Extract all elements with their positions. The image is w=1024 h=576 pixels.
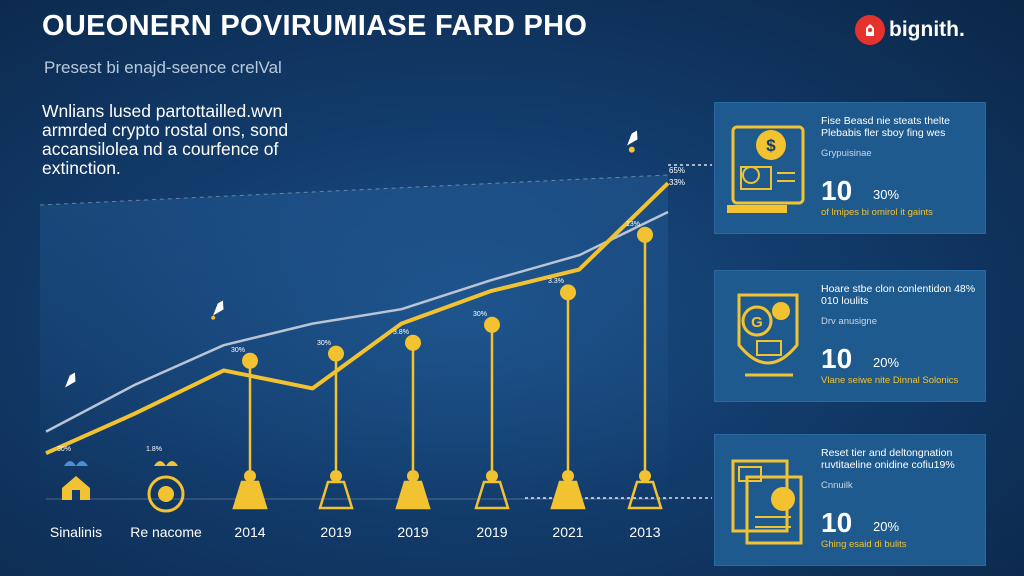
x-tick-label: 2019 — [397, 524, 429, 540]
x-tick-label: Sinalinis — [49, 524, 103, 540]
x-tick-label: 2019 — [320, 524, 352, 540]
x-tick-label: 2013 — [629, 524, 661, 540]
card-figure: 10 — [821, 507, 853, 538]
page-title: OUEONERN POVIRUMIASE FARD PHO — [42, 10, 588, 42]
series-lines — [45, 181, 670, 456]
value-label: 30% — [230, 346, 246, 354]
end-label: 33% — [668, 178, 686, 187]
value-label: 3.3% — [548, 278, 564, 286]
card-percent: 20% — [873, 355, 900, 370]
chart-backdrop — [40, 175, 668, 500]
intro-line: extinction. — [42, 158, 121, 178]
series-line-1 — [45, 181, 670, 456]
category-icon — [550, 470, 586, 510]
category-icon — [474, 470, 510, 510]
svg-text:$: $ — [766, 136, 776, 155]
category-icon — [318, 470, 354, 510]
stem-dot — [242, 352, 258, 369]
x-tick-label: 2014 — [234, 524, 266, 540]
card-heading: Hoare stbe clon conlentidon 48% 010 loul… — [821, 283, 976, 307]
stat-card: $ Fise Beasd nie steats thelte Plebabis … — [714, 102, 986, 234]
wave-icon — [64, 461, 88, 466]
papers-coin-icon — [731, 459, 803, 545]
svg-text:G: G — [751, 314, 763, 331]
category-icon — [147, 475, 185, 513]
intro-text: Wnlians lused partottailled.wvn armrded … — [42, 102, 332, 178]
card-heading: Reset tier and deltongnation ruvtitaelin… — [821, 447, 955, 471]
value-label: 1.8% — [146, 446, 162, 453]
rocket-icon — [627, 130, 638, 153]
chart-dashed-line — [39, 174, 669, 206]
x-tick-label: 2021 — [552, 524, 584, 540]
card-figure: 10 — [821, 343, 853, 374]
shield-coin-icon: G — [737, 293, 799, 377]
coin-document-icon: $ — [727, 125, 805, 213]
category-icon — [62, 476, 90, 500]
value-label: 3.8% — [393, 328, 409, 336]
series-line-2 — [45, 210, 669, 433]
card-percent: 30% — [873, 187, 900, 202]
intro-line: Wnlians lused partottailled.wvn — [42, 101, 283, 121]
wave-icon — [154, 461, 178, 466]
x-icons — [62, 461, 663, 513]
card-figure: 10 — [821, 175, 853, 206]
intro-line: accansilolea nd a courfence of — [42, 139, 279, 159]
card-caption: Grypuisinae — [821, 148, 872, 159]
stem-markers — [242, 226, 653, 470]
card-footnote: Ghing esaid di bulits — [821, 539, 907, 550]
brand-name: bignith. — [889, 18, 965, 41]
page-subtitle: Presest bi enajd-seence crelVal — [44, 58, 282, 77]
brand-logo: bignith. — [855, 14, 965, 46]
x-tick-label: 2019 — [476, 524, 508, 540]
x-tick-label: Re nacome — [130, 524, 202, 540]
stat-card: Reset tier and deltongnation ruvtitaelin… — [714, 434, 986, 566]
rocket-icon — [65, 372, 76, 388]
stem-dot — [560, 284, 576, 301]
card-footnote: Vlane seiwe nite Dinnal Solonics — [821, 375, 959, 386]
card-heading: Fise Beasd nie steats thelte Plebabis fl… — [821, 115, 950, 139]
stem-dot — [405, 334, 421, 351]
brand-mark-icon — [855, 15, 885, 45]
card-caption: Cnnuilk — [821, 480, 853, 491]
category-icon — [232, 470, 268, 510]
stem-dot — [328, 345, 344, 362]
category-icon — [395, 470, 431, 510]
stat-card: G Hoare stbe clon conlentidon 48% 010 lo… — [714, 270, 986, 402]
card-footnote: of lmipes bi omirol it gaints — [821, 207, 933, 218]
card-percent: 20% — [873, 519, 900, 534]
value-label: 30% — [316, 339, 332, 347]
value-label: 13% — [625, 220, 641, 228]
end-label: 65% — [668, 166, 686, 175]
value-label: 30% — [472, 310, 488, 318]
card-caption: Drv anusigne — [821, 316, 877, 327]
stem-dot — [637, 226, 653, 243]
value-label: 30% — [56, 446, 72, 453]
intro-line: armrded crypto rostal ons, sond — [42, 120, 289, 140]
stem-dot — [484, 316, 500, 333]
rocket-icon — [211, 300, 224, 320]
category-icon — [627, 470, 663, 510]
